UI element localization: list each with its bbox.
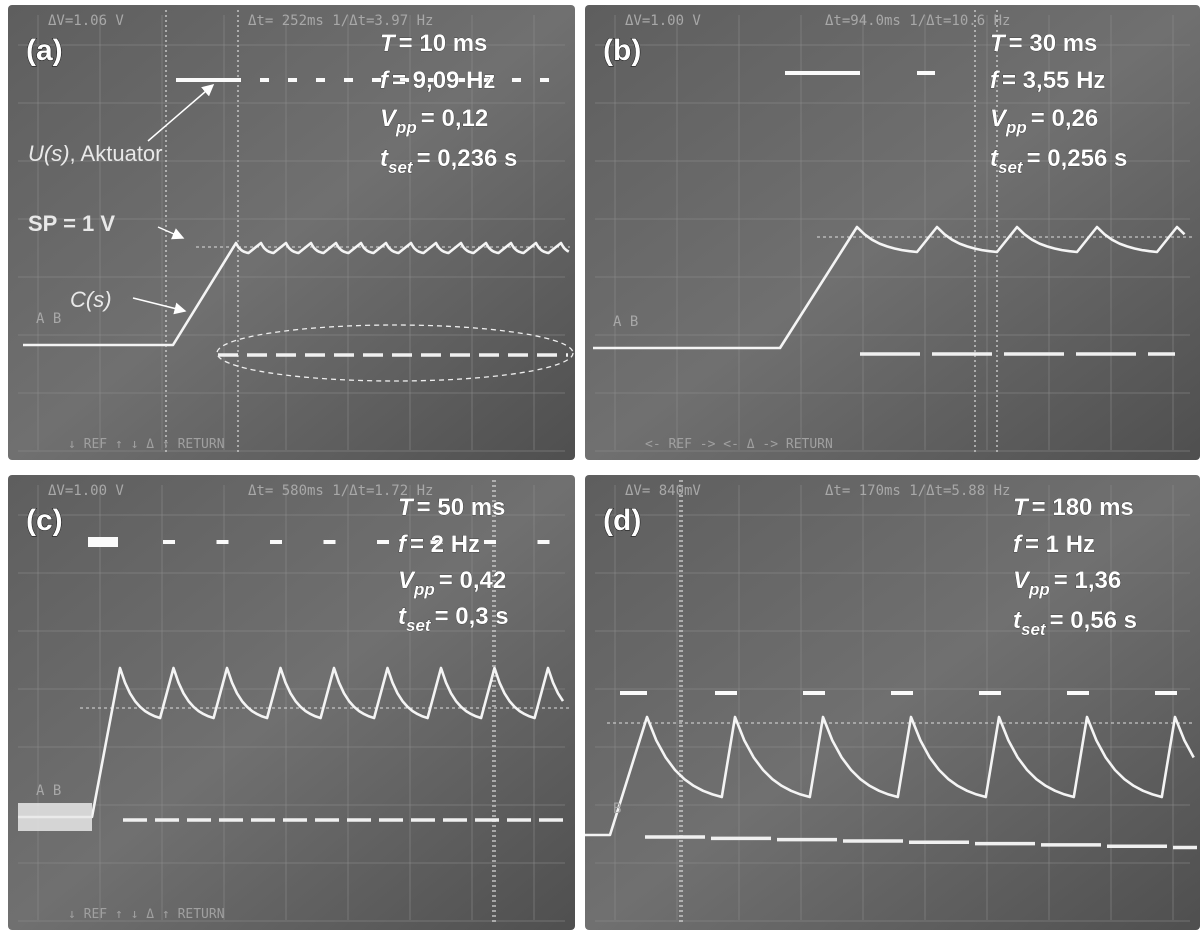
parameter-symbol: T bbox=[990, 30, 1007, 57]
actuator-annotation: U(s), Aktuator bbox=[28, 141, 163, 166]
panel-label: (a) bbox=[26, 34, 63, 67]
parameter-value: = 180 ms bbox=[1032, 494, 1134, 521]
parameter-value: = 0,256 s bbox=[1027, 145, 1128, 172]
parameter: T= 180 ms bbox=[1013, 494, 1134, 521]
figure: ΔV=1.06 V Δt= 252ms 1/Δt=3.97 Hz A B ↓ REF … bbox=[0, 0, 1203, 931]
parameter-value: = 0,3 s bbox=[435, 603, 509, 630]
parameter-subscript: pp bbox=[413, 580, 435, 599]
parameter-value: = 3,55 Hz bbox=[1002, 67, 1105, 94]
scope-menu: <- REF -> <- Δ -> RETURN bbox=[645, 437, 833, 452]
scope-readout-time: Δt= 252ms 1/Δt=3.97 Hz bbox=[248, 13, 433, 29]
scope-readout: ΔV=1.00 V bbox=[625, 13, 701, 29]
actuator-text: , Aktuator bbox=[70, 141, 163, 166]
parameter-subscript: set bbox=[1021, 620, 1047, 639]
scope-panel: ΔV=1.00 V Δt=94.0ms 1/Δt=10.6 Hz A B <- REF… bbox=[585, 5, 1200, 460]
panel-label: (d) bbox=[603, 504, 641, 537]
scope-readout: ΔV=1.00 V bbox=[48, 483, 124, 499]
parameter-value: = 0,56 s bbox=[1050, 607, 1137, 634]
parameter-subscript: set bbox=[998, 158, 1024, 177]
channel-label: A B bbox=[36, 783, 61, 799]
channel-label: A B bbox=[36, 311, 61, 327]
scope-readout-time: Δt= 170ms 1/Δt=5.88 Hz bbox=[825, 483, 1010, 499]
parameter: f= 1 Hz bbox=[1013, 531, 1095, 558]
scope-readout: ΔV=1.06 V bbox=[48, 13, 124, 29]
parameter-value: = 30 ms bbox=[1009, 30, 1098, 57]
parameter-value: = 0,26 bbox=[1031, 105, 1098, 132]
parameter-value: = 10 ms bbox=[399, 30, 488, 57]
parameter-subscript: set bbox=[406, 616, 432, 635]
parameter-value: = 0,236 s bbox=[417, 145, 518, 172]
parameter: f= 9,09 Hz bbox=[380, 67, 495, 94]
parameter: f= 3,55 Hz bbox=[990, 67, 1105, 94]
parameter-symbol: T bbox=[398, 494, 415, 521]
scope-panel: ΔV= 840mV Δt= 170ms 1/Δt=5.88 Hz B (d) T= 18… bbox=[585, 475, 1200, 930]
parameter: f= 2 Hz bbox=[398, 531, 480, 558]
channel-label: B bbox=[613, 801, 621, 817]
parameter-symbol: T bbox=[1013, 494, 1030, 521]
parameter-value: = 0,12 bbox=[421, 105, 488, 132]
panel-label: (c) bbox=[26, 504, 63, 537]
output-annotation: C(s) bbox=[70, 287, 112, 312]
parameter-value: = 2 Hz bbox=[410, 531, 480, 558]
actuator-symbol: U(s) bbox=[28, 141, 70, 166]
parameter-subscript: pp bbox=[1005, 118, 1027, 137]
channel-label: A B bbox=[613, 314, 638, 330]
parameter-subscript: pp bbox=[395, 118, 417, 137]
scope-menu: ↓ REF ↑ ↓ Δ ↑ RETURN bbox=[68, 437, 225, 452]
panel-label: (b) bbox=[603, 34, 641, 67]
scope-menu: ↓ REF ↑ ↓ Δ ↑ RETURN bbox=[68, 907, 225, 922]
parameter-value: = 0,42 bbox=[439, 567, 506, 594]
body: {"panels": [ {"label": "(a)", "readout":… bbox=[0, 0, 1203, 931]
parameter-value: = 50 ms bbox=[417, 494, 506, 521]
parameter-subscript: pp bbox=[1028, 580, 1050, 599]
setpoint-annotation: SP = 1 V bbox=[28, 211, 115, 236]
parameter-value: = 1,36 bbox=[1054, 567, 1121, 594]
parameter-symbol: T bbox=[380, 30, 397, 57]
page: html, body { margin: 0; padding: 0; back… bbox=[0, 0, 1203, 931]
trace-glow bbox=[18, 803, 92, 831]
parameter-value: = 9,09 Hz bbox=[392, 67, 495, 94]
scope-readout: ΔV= 840mV bbox=[625, 483, 701, 499]
parameter-value: = 1 Hz bbox=[1025, 531, 1095, 558]
scope-readout-time: Δt=94.0ms 1/Δt=10.6 Hz bbox=[825, 13, 1010, 29]
parameter-subscript: set bbox=[388, 158, 414, 177]
